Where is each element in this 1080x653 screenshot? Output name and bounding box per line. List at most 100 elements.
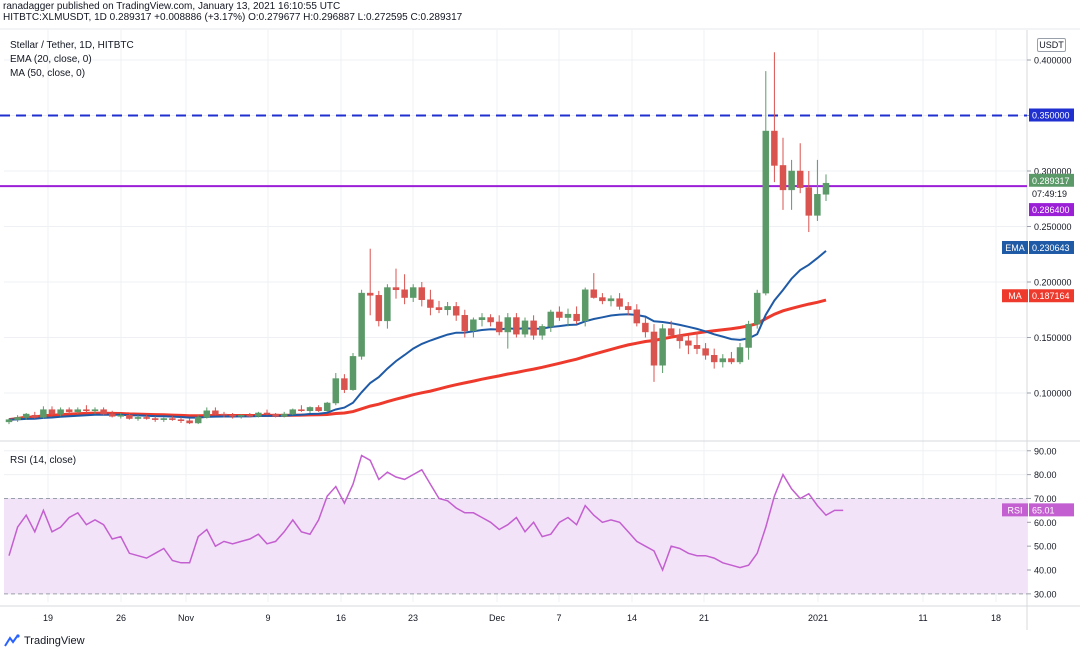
- last-price-tag-box: [1029, 173, 1074, 187]
- rsi-tick-label: 60.00: [1034, 518, 1057, 528]
- candle: [57, 407, 64, 417]
- candle-body: [409, 287, 417, 298]
- support-tag-box: [1029, 203, 1074, 217]
- candle-body: [74, 409, 82, 413]
- candle: [298, 405, 305, 412]
- last-price-tag: 0.289317: [1032, 176, 1070, 186]
- candle-body: [504, 317, 512, 333]
- candle: [358, 289, 365, 360]
- rsi-tick-label: 80.00: [1034, 470, 1057, 480]
- candle-body: [693, 345, 701, 349]
- candle: [220, 411, 228, 418]
- candle: [685, 335, 692, 355]
- candles: [5, 52, 830, 425]
- candle-body: [14, 417, 21, 420]
- candle-body: [40, 409, 47, 418]
- candle: [487, 314, 494, 327]
- candle: [667, 320, 675, 338]
- candle-body: [366, 292, 374, 296]
- tradingview-logo[interactable]: TradingView: [4, 634, 85, 648]
- candle: [349, 353, 357, 391]
- candle: [409, 284, 417, 302]
- candle-body: [117, 414, 125, 417]
- rsi-tag: 65.01: [1032, 505, 1055, 515]
- candle-body: [530, 320, 537, 336]
- candle-body: [590, 289, 598, 298]
- candle-body: [676, 335, 684, 342]
- candle-body: [194, 417, 202, 424]
- candle-body: [151, 418, 159, 420]
- candle-body: [91, 409, 99, 412]
- candle-body: [753, 292, 761, 325]
- rsi-indicator: [8, 454, 844, 572]
- candle-body: [487, 317, 494, 323]
- candle-body: [650, 331, 658, 366]
- candle: [384, 284, 391, 329]
- candle: [83, 405, 90, 413]
- candle-body: [435, 307, 443, 310]
- rsi-label: RSI: [1007, 505, 1022, 515]
- candle-body: [547, 311, 555, 327]
- published-line: ranadagger published on TradingView.com,…: [3, 1, 341, 12]
- candle: [805, 171, 813, 233]
- candle: [676, 328, 684, 349]
- candle: [332, 373, 340, 406]
- candle-body: [263, 412, 271, 415]
- candle-body: [418, 287, 426, 301]
- candle: [693, 331, 701, 355]
- legend-rsi[interactable]: RSI (14, close): [10, 455, 77, 466]
- candle-body: [280, 413, 288, 417]
- candle-body: [573, 313, 580, 322]
- candle: [341, 374, 348, 393]
- ema-label-box: [1002, 240, 1028, 254]
- candle-body: [341, 378, 348, 390]
- candle: [624, 301, 632, 316]
- candle-body: [427, 299, 434, 308]
- legend-ema[interactable]: EMA (20, close, 0): [10, 54, 92, 65]
- candle: [822, 174, 830, 201]
- candle: [814, 159, 821, 221]
- time-tick-label: 16: [336, 613, 346, 623]
- candle: [91, 407, 99, 415]
- rsi-line: [8, 454, 844, 572]
- candle-body: [581, 289, 589, 322]
- candle-body: [728, 358, 735, 363]
- candle: [306, 406, 314, 413]
- candle: [564, 308, 572, 327]
- currency-button[interactable]: USDT: [1037, 38, 1066, 52]
- candle: [616, 293, 623, 310]
- price-tick-label: 0.100000: [1034, 389, 1072, 399]
- time-tick-label: 7: [556, 613, 561, 623]
- candle: [719, 354, 727, 368]
- candle: [762, 71, 770, 296]
- candle: [186, 418, 193, 425]
- ma-tag: 0.187164: [1032, 291, 1070, 301]
- candle-body: [384, 287, 391, 322]
- candle: [788, 159, 795, 210]
- candle-body: [762, 130, 770, 294]
- candle: [229, 412, 236, 419]
- candle-body: [375, 295, 383, 322]
- legend-ma[interactable]: MA (50, close, 0): [10, 68, 86, 79]
- countdown-tag: 07:49:19: [1032, 189, 1067, 199]
- candle: [323, 401, 331, 412]
- candle: [444, 301, 451, 316]
- candle: [134, 415, 142, 421]
- candle: [599, 293, 606, 305]
- time-tick-label: 2021: [808, 613, 828, 623]
- candle-body: [143, 417, 150, 419]
- candle: [659, 324, 666, 374]
- candle: [427, 289, 434, 316]
- time-tick-label: 14: [627, 613, 637, 623]
- ema-label: EMA: [1005, 243, 1025, 253]
- candle-body: [203, 410, 211, 418]
- candle-body: [65, 409, 73, 413]
- candle-body: [169, 418, 176, 420]
- candle: [607, 295, 615, 307]
- candle-body: [564, 313, 572, 318]
- candle: [117, 412, 125, 419]
- rsi-tag-box: [1029, 503, 1074, 517]
- symbol-line: HITBTC:XLMUSDT, 1D 0.289317 +0.008886 (+…: [3, 12, 463, 23]
- candle-body: [702, 348, 709, 356]
